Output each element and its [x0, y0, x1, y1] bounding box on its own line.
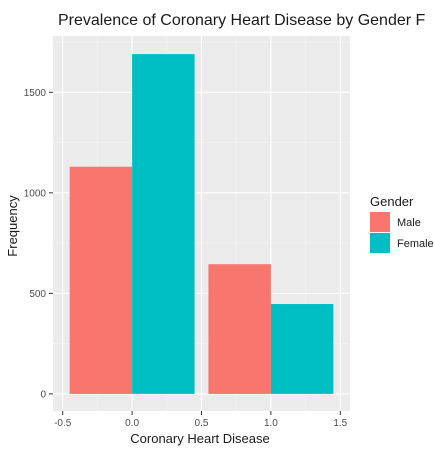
x-tick-label: -0.5 — [54, 418, 72, 429]
bar-male-x0 — [69, 166, 133, 394]
legend-key-male — [370, 212, 390, 232]
legend-title: Gender — [370, 194, 414, 209]
legend-key-female — [370, 233, 390, 253]
chart-title: Prevalence of Coronary Heart Disease by … — [58, 12, 426, 29]
bar-male-x1 — [208, 264, 271, 394]
x-tick-label: 1.0 — [264, 418, 278, 429]
x-tick-label: 0.0 — [125, 418, 139, 429]
y-axis-ticks: 0 500 1000 1500 — [24, 88, 53, 400]
y-tick-label: 1500 — [24, 88, 47, 99]
legend-label-female: Female — [397, 238, 434, 250]
bar-female-x0 — [132, 54, 195, 394]
x-tick-label: 1.5 — [333, 418, 347, 429]
x-tick-label: 0.5 — [195, 418, 209, 429]
bars — [69, 54, 334, 394]
y-tick-label: 500 — [29, 289, 46, 300]
y-tick-label: 1000 — [24, 188, 47, 199]
x-axis-title: Coronary Heart Disease — [130, 431, 269, 446]
y-tick-label: 0 — [40, 389, 46, 400]
legend-label-male: Male — [397, 217, 421, 229]
y-axis-title: Frequency — [5, 195, 20, 257]
x-axis-ticks: -0.5 0.0 0.5 1.0 1.5 — [54, 411, 348, 429]
bar-female-x1 — [270, 304, 334, 394]
legend: Gender Male Female — [370, 194, 434, 253]
